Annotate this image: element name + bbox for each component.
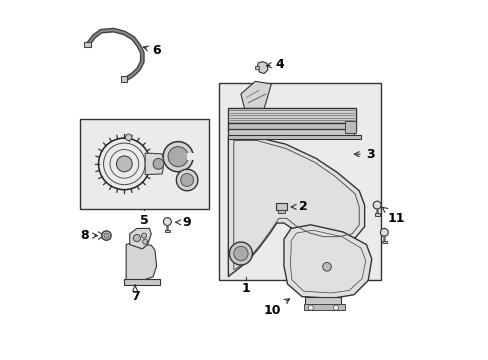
Text: 6: 6 (143, 44, 160, 57)
Circle shape (308, 305, 313, 310)
Circle shape (153, 158, 163, 169)
Bar (228, 129, 353, 137)
Bar (278, 210, 284, 213)
Bar (219, 83, 380, 280)
Bar (276, 203, 286, 211)
Bar (124, 279, 160, 285)
Polygon shape (129, 228, 151, 249)
Bar (228, 135, 360, 139)
Bar (83, 41, 91, 46)
Circle shape (333, 305, 338, 310)
Text: 4: 4 (266, 58, 284, 71)
Text: 3: 3 (354, 148, 374, 161)
Text: 1: 1 (242, 282, 250, 295)
Circle shape (180, 174, 193, 186)
Circle shape (116, 156, 132, 172)
Circle shape (142, 239, 147, 244)
Circle shape (142, 233, 146, 238)
Text: 11: 11 (382, 207, 405, 225)
Bar (228, 123, 355, 131)
Bar (80, 119, 208, 209)
Circle shape (380, 228, 387, 236)
Text: 8: 8 (81, 229, 97, 242)
Bar (228, 108, 355, 123)
Circle shape (104, 233, 109, 238)
Circle shape (372, 201, 380, 209)
Circle shape (133, 234, 140, 242)
Circle shape (102, 231, 111, 240)
Polygon shape (257, 62, 267, 73)
Polygon shape (228, 137, 364, 277)
Circle shape (163, 141, 193, 172)
Circle shape (322, 262, 330, 271)
Circle shape (168, 147, 188, 167)
Circle shape (176, 169, 198, 191)
Bar (305, 297, 341, 306)
Bar (344, 121, 355, 134)
Text: 9: 9 (175, 216, 191, 229)
Bar (374, 213, 379, 216)
Polygon shape (145, 153, 163, 175)
Text: 7: 7 (130, 285, 139, 303)
Bar (381, 240, 386, 243)
Text: 10: 10 (263, 299, 289, 317)
Text: 2: 2 (290, 201, 307, 213)
Polygon shape (126, 243, 156, 280)
Circle shape (233, 246, 247, 261)
Bar (254, 66, 259, 69)
Bar (164, 230, 169, 232)
Polygon shape (241, 81, 271, 108)
Polygon shape (284, 225, 371, 298)
Circle shape (125, 134, 132, 140)
Text: 5: 5 (140, 214, 148, 227)
Circle shape (229, 242, 252, 265)
Bar (121, 76, 127, 82)
Bar (187, 153, 196, 160)
Bar (303, 304, 344, 310)
Circle shape (163, 218, 171, 226)
